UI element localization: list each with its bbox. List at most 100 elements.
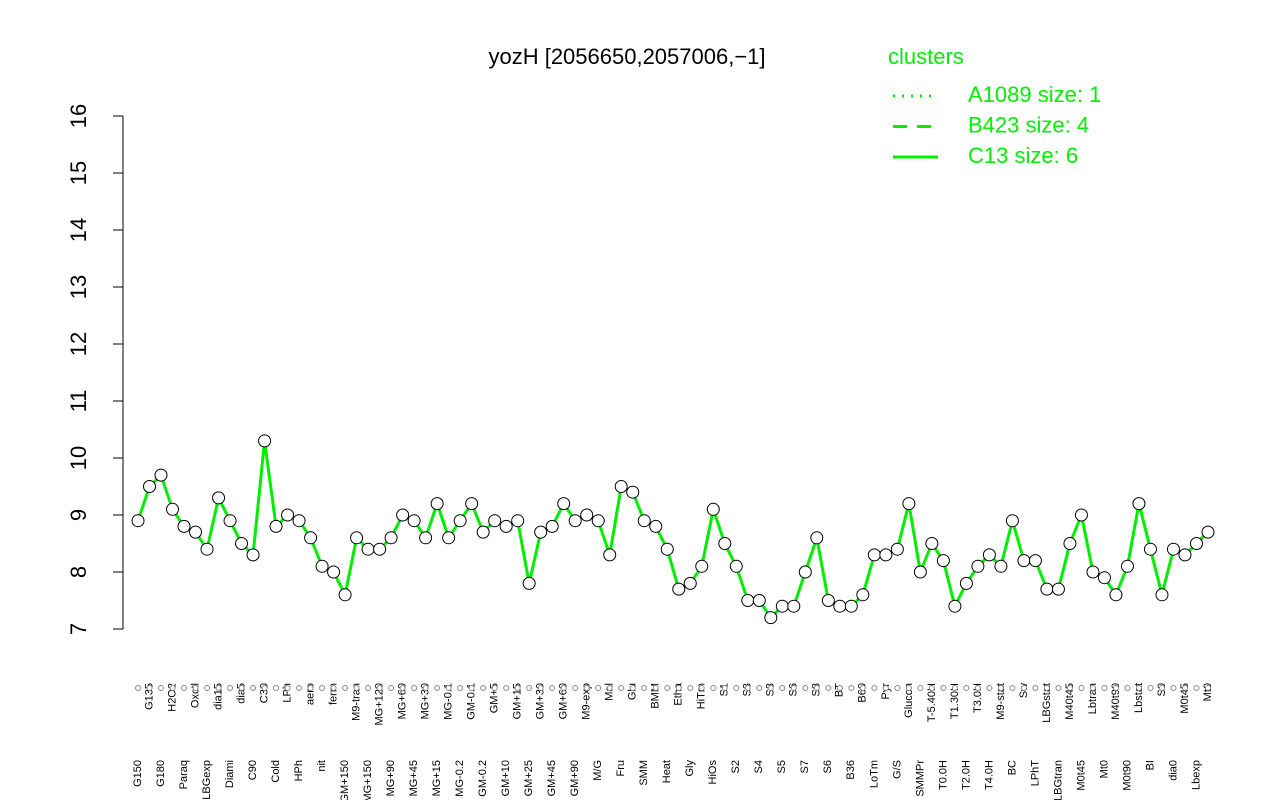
rug-mark: [192, 685, 199, 691]
rug-mark: [1124, 685, 1131, 691]
rug-mark: [1055, 685, 1062, 691]
rug-mark: [250, 685, 257, 691]
y-tick-label: 7: [66, 623, 91, 635]
x-tick-label: G/S: [891, 760, 903, 779]
rug-mark: [537, 685, 544, 691]
data-point: [200, 542, 214, 556]
rug-mark: [1089, 685, 1096, 691]
rug-mark: [1205, 685, 1211, 691]
x-tick-label: LBGtran: [1052, 760, 1064, 800]
x-tick-label: Lbtran: [1087, 683, 1099, 714]
data-point: [971, 559, 985, 573]
data-point: [292, 514, 306, 528]
data-point: [350, 531, 364, 545]
rug-mark: [618, 685, 625, 691]
rug-mark: [353, 685, 360, 691]
data-point: [614, 480, 628, 493]
data-point: [465, 497, 479, 511]
rug-mark: [836, 685, 843, 691]
data-point: [269, 519, 283, 533]
data-point: [982, 548, 996, 562]
data-point: [212, 491, 226, 505]
rug-mark: [1147, 685, 1154, 691]
legend-title: clusters: [888, 44, 964, 69]
rug-mark: [767, 685, 774, 691]
rug-mark: [411, 685, 418, 691]
x-tick-label: Paraq: [178, 760, 190, 789]
x-tick-label: M40t90: [1110, 683, 1122, 720]
x-tick-label: Heat: [661, 760, 673, 783]
rug-mark: [606, 685, 613, 691]
x-tick-label: GM+10: [500, 760, 512, 796]
x-tick-label: MG-0.1: [443, 683, 455, 720]
x-tick-label: GM-0.1: [466, 683, 478, 720]
x-tick-label: G150: [132, 760, 144, 787]
rug-mark: [1170, 685, 1177, 691]
x-tick-label: M9-stat: [995, 683, 1007, 720]
data-point: [649, 519, 663, 533]
data-point: [315, 559, 329, 573]
y-tick-label: 13: [66, 275, 91, 299]
rug-mark: [974, 685, 981, 691]
x-tick-label: Diami: [224, 760, 236, 788]
x-tick-label: HiTm: [696, 683, 708, 709]
legend-label: B423 size: 4: [968, 112, 1089, 137]
data-point: [154, 468, 168, 482]
rug-mark: [227, 685, 234, 691]
data-point: [488, 514, 502, 528]
x-tick-label: S4: [753, 760, 765, 773]
x-tick-label: MG+30: [420, 683, 432, 719]
data-point: [143, 480, 157, 493]
x-tick-label: T0.0H: [937, 760, 949, 790]
rug-mark: [813, 685, 820, 691]
data-point: [890, 542, 904, 556]
rug-mark: [445, 685, 452, 691]
x-tick-label: GM+90: [569, 760, 581, 796]
rug-mark: [802, 685, 809, 691]
x-tick-label: Oxctl: [189, 683, 201, 708]
data-point: [591, 514, 605, 528]
x-tick-label: BC: [1006, 760, 1018, 775]
x-tick-label: GM+45: [546, 760, 558, 796]
x-tick-label: GM+5: [489, 683, 501, 713]
y-tick-label: 15: [66, 161, 91, 185]
rug-mark: [756, 685, 763, 691]
rug-mark: [721, 685, 728, 691]
rug-mark: [859, 685, 866, 691]
data-point: [660, 542, 674, 556]
data-point: [1063, 537, 1077, 550]
x-tick-label: S6: [822, 760, 834, 773]
data-point: [1028, 554, 1042, 568]
data-point: [499, 519, 513, 533]
rug-mark: [307, 685, 314, 691]
data-point: [1074, 508, 1088, 522]
rug-mark: [135, 685, 141, 691]
x-tick-label: M0t45: [1179, 683, 1191, 714]
x-tick-label: Mt0: [1098, 760, 1110, 778]
data-point: [258, 434, 272, 448]
x-tick-label: H2O2: [166, 683, 178, 712]
data-point: [902, 497, 916, 511]
rug-mark: [641, 685, 648, 691]
x-tick-label: T1.30H: [949, 683, 961, 719]
data-point: [844, 599, 858, 613]
data-point: [568, 514, 582, 528]
rug-mark: [1112, 685, 1119, 691]
rug-mark: [1101, 685, 1108, 691]
rug-mark: [273, 685, 280, 691]
rug-mark: [652, 685, 659, 691]
data-point: [522, 576, 536, 590]
x-tick-label: MG+120: [374, 683, 386, 726]
rug-mark: [376, 685, 383, 691]
rug-mark: [1043, 685, 1050, 691]
y-tick-label: 8: [66, 566, 91, 578]
rug-mark: [422, 685, 429, 691]
rug-mark: [1181, 685, 1188, 691]
x-tick-label: Lbstat: [1133, 683, 1145, 713]
data-point: [1120, 559, 1134, 573]
x-tick-label: C90: [247, 760, 259, 780]
x-tick-label: nit: [316, 760, 328, 772]
x-tick-label: GM+30: [535, 683, 547, 719]
x-tick-label: HiOs: [707, 760, 719, 785]
